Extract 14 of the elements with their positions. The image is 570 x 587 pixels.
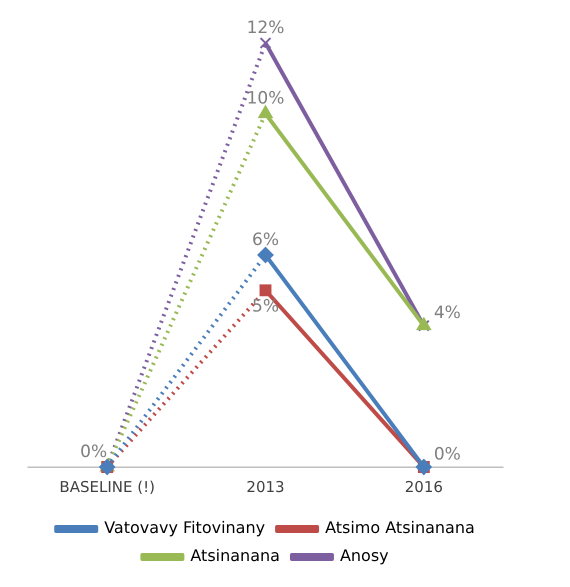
legend-label: Atsimo Atsinanana bbox=[325, 518, 475, 538]
data-label: 12% bbox=[246, 18, 284, 38]
x-tick-label: 2016 bbox=[404, 478, 443, 496]
legend-label: Atsinanana bbox=[190, 546, 280, 566]
legend-label: Vatovavy Fitovinany bbox=[104, 518, 266, 538]
legend-label: Anosy bbox=[340, 546, 389, 566]
data-label: 6% bbox=[252, 230, 279, 250]
data-label: 10% bbox=[246, 88, 284, 109]
x-tick-label: BASELINE (!) bbox=[59, 478, 155, 496]
data-label: 4% bbox=[434, 303, 461, 324]
x-tick-label: 2013 bbox=[246, 478, 285, 496]
data-label: 0% bbox=[434, 444, 461, 464]
data-label: 5% bbox=[252, 296, 279, 316]
data-label: 0% bbox=[80, 442, 108, 462]
